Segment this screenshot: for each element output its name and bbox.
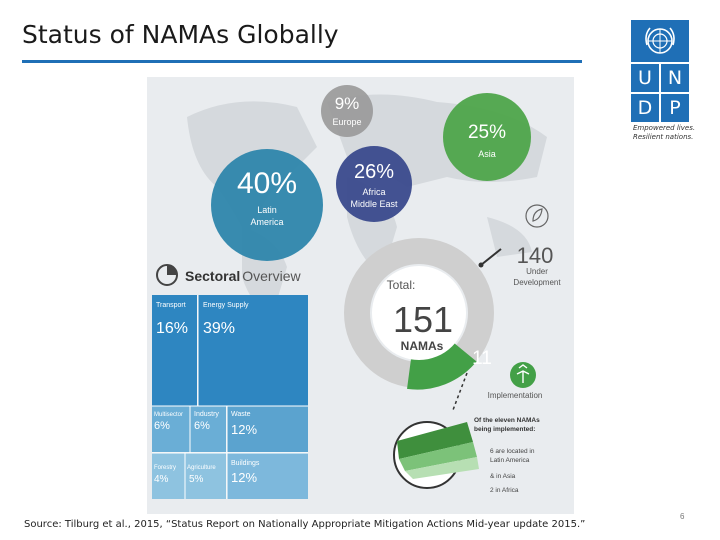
region-bubble-africa-middle-east: 26% Africa Middle East xyxy=(336,146,412,222)
breakdown-line-4: 2 in Africa xyxy=(490,487,519,494)
tagline-line-2: Resilient nations. xyxy=(633,133,694,141)
breakdown-line-3: & in Asia xyxy=(490,473,516,480)
logo-letter-n: N xyxy=(661,64,689,92)
tile-agriculture-pct: 5% xyxy=(189,474,204,485)
region-bubble-europe: 9% Europe xyxy=(321,85,373,137)
latin-america-pct: 40% xyxy=(237,167,297,200)
implementation-segment xyxy=(407,341,477,390)
sectoral-treemap: Transport 16% Energy Supply 39% Multisec… xyxy=(152,295,308,499)
tile-energy-pct: 39% xyxy=(203,320,235,337)
implementation-label: Implementation xyxy=(488,391,543,400)
leaf-icon xyxy=(525,204,549,228)
under-development-number: 140 xyxy=(517,243,554,268)
tile-transport-name: Transport xyxy=(156,302,186,309)
page-number: 6 xyxy=(680,512,685,521)
logo-tagline: Empowered lives. Resilient nations. xyxy=(633,124,713,142)
logo-letter-p: P xyxy=(661,94,689,122)
asia-pct: 25% xyxy=(468,122,506,143)
breakdown-line-1: 6 are located in xyxy=(490,448,535,455)
tile-buildings-pct: 12% xyxy=(231,470,257,485)
breakdown-heading-1: Of the eleven NAMAs xyxy=(474,417,540,424)
europe-pct: 9% xyxy=(335,94,360,113)
asia-label: Asia xyxy=(478,149,496,159)
tile-buildings-name: Buildings xyxy=(231,460,260,467)
tile-transport-pct: 16% xyxy=(156,320,188,337)
logo-letter-d: D xyxy=(631,94,659,122)
breakdown-heading-2: being implemented: xyxy=(474,426,535,433)
slide-title: Status of NAMAs Globally xyxy=(22,20,339,49)
tagline-line-1: Empowered lives. xyxy=(633,124,696,132)
under-development-callout: 140 Under Development xyxy=(478,204,561,287)
tile-waste-pct: 12% xyxy=(231,422,257,437)
source-citation: Source: Tilburg et al., 2015, “Status Re… xyxy=(24,519,586,530)
title-underline xyxy=(22,60,582,63)
nama-total-donut: Total: 151 NAMAs 11 xyxy=(344,238,494,390)
tile-multisector-pct: 6% xyxy=(154,420,170,432)
africa-pct: 26% xyxy=(354,161,394,183)
undp-logo: U N D P xyxy=(631,20,689,122)
region-bubble-latin-america: 40% Latin America xyxy=(211,149,323,261)
sectoral-overview-header: Sectoral Overview xyxy=(156,264,301,286)
tile-energy-name: Energy Supply xyxy=(203,302,249,309)
tile-forestry-name: Forestry xyxy=(154,465,176,471)
tile-industry-name: Industry xyxy=(194,411,219,418)
un-emblem-icon xyxy=(631,20,689,62)
under-development-label-2: Development xyxy=(513,278,561,287)
logo-letter-u: U xyxy=(631,64,659,92)
tile-waste-name: Waste xyxy=(231,411,251,418)
total-number: 151 xyxy=(393,299,453,340)
sectoral-title-bold: Sectoral xyxy=(185,268,240,284)
latin-america-label-2: America xyxy=(250,217,283,227)
tile-industry-pct: 6% xyxy=(194,420,210,432)
under-development-label-1: Under xyxy=(526,267,548,276)
africa-label-2: Middle East xyxy=(350,199,398,209)
africa-label-1: Africa xyxy=(362,187,385,197)
europe-label: Europe xyxy=(332,117,361,127)
pie-icon xyxy=(167,265,177,275)
tile-forestry-pct: 4% xyxy=(154,474,169,485)
implementation-callout: Implementation xyxy=(452,362,543,411)
nama-infographic: 9% Europe 25% Asia 40% Latin America 26%… xyxy=(147,77,574,514)
latin-america-label-1: Latin xyxy=(257,205,277,215)
sectoral-title-light: Overview xyxy=(242,268,301,284)
total-unit: NAMAs xyxy=(401,339,444,353)
implementation-number: 11 xyxy=(472,348,492,369)
region-bubble-asia: 25% Asia xyxy=(443,93,531,181)
implemented-breakdown: Of the eleven NAMAs being implemented: 6… xyxy=(393,417,540,494)
total-label: Total: xyxy=(387,278,416,292)
tile-agriculture-name: Agriculture xyxy=(187,465,216,471)
breakdown-line-2: Latin America xyxy=(490,457,530,464)
tile-multisector-name: Multisector xyxy=(154,412,183,418)
